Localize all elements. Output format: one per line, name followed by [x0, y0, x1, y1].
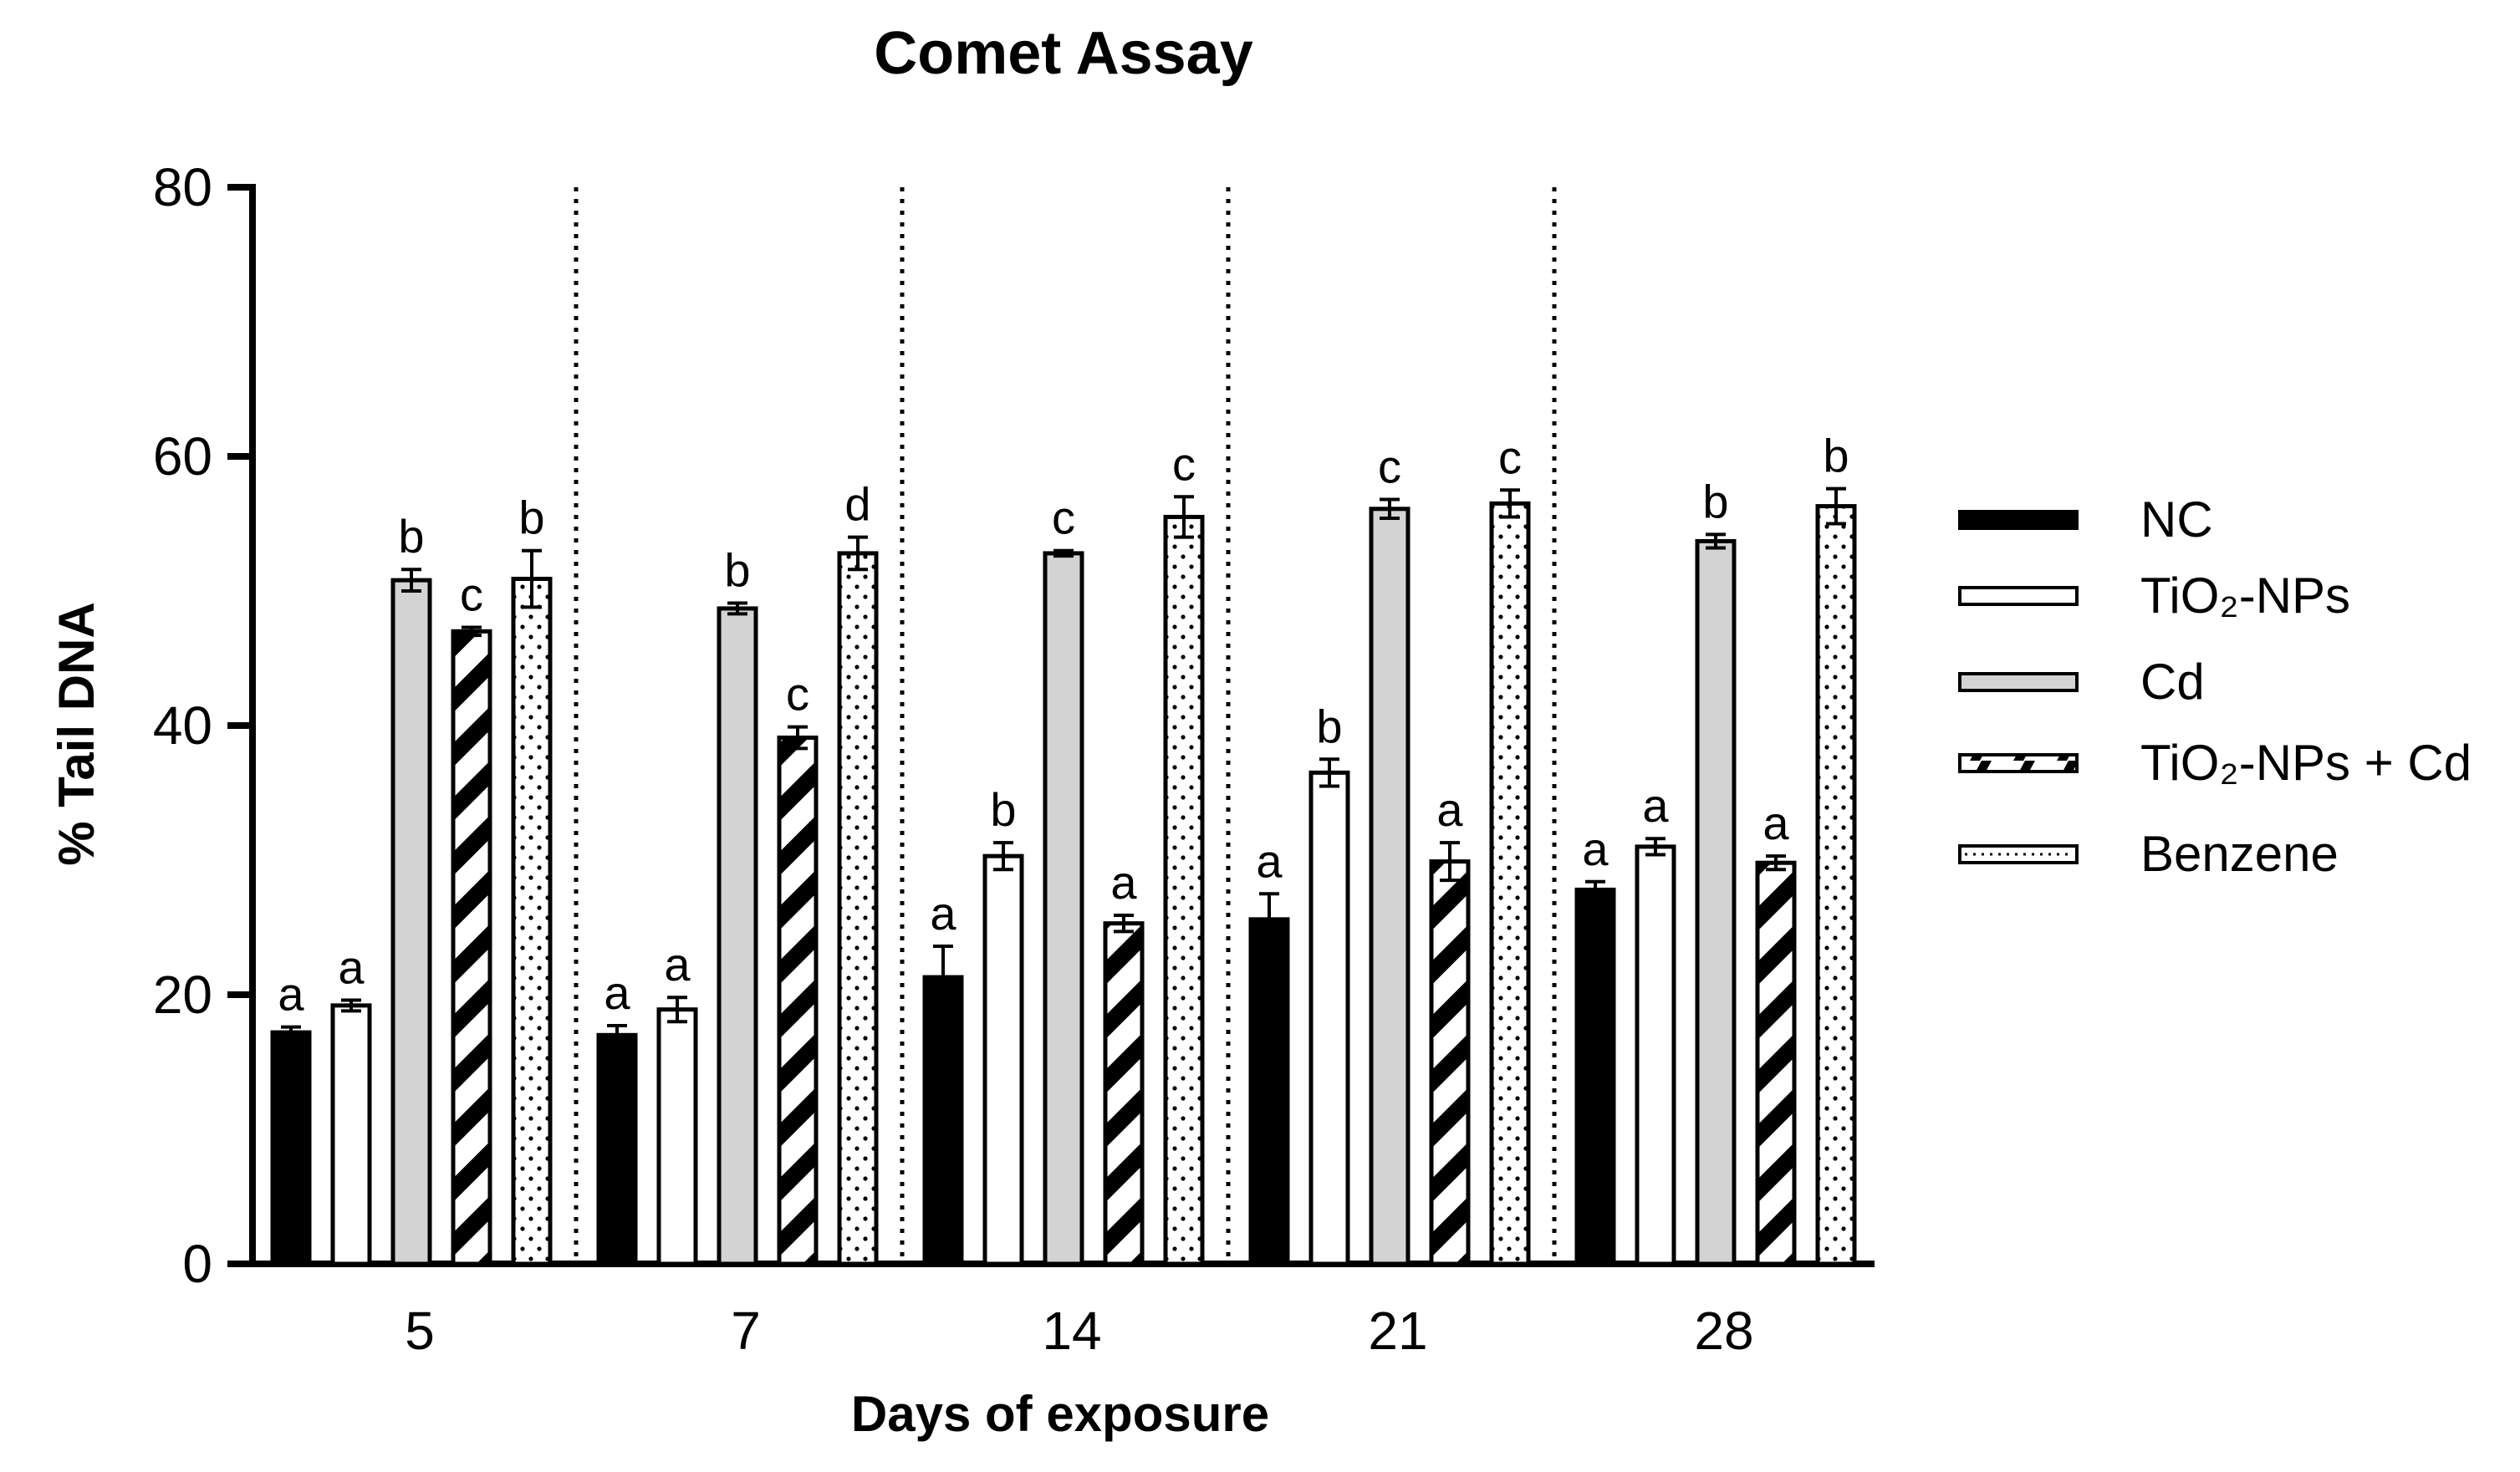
bar-s0-c0 [270, 1030, 312, 1266]
significance-label-s2-c0: b [398, 510, 424, 563]
x-tick-label-4: 28 [1694, 1301, 1753, 1361]
legend-swatch-1 [1958, 586, 2079, 606]
significance-label-s0-c2: a [930, 887, 956, 940]
bar-s0-c3 [1248, 917, 1290, 1266]
x-tick-label-3: 21 [1368, 1301, 1427, 1361]
legend: NC TiO₂-NPs Cd TiO₂-NPs + Cd Benzene [1958, 492, 2472, 882]
bar-s4-c1 [837, 551, 879, 1266]
bar-s1-c3 [1308, 770, 1350, 1266]
bar-s0-c1 [596, 1032, 638, 1266]
bar-s1-c2 [982, 853, 1024, 1266]
significance-label-s2-c3: c [1378, 441, 1401, 493]
bar-s4-c3 [1489, 501, 1531, 1266]
legend-label-4: Benzene [2140, 826, 2339, 882]
bar-s3-c2 [1103, 921, 1145, 1266]
significance-label-s1-c4: a [1642, 779, 1669, 832]
legend-label-1: TiO₂-NPs [2140, 568, 2350, 624]
significance-label-s1-c1: a [664, 938, 691, 991]
legend-label-0: NC [2140, 492, 2213, 548]
significance-label-s2-c2: c [1052, 492, 1075, 544]
significance-label-s0-c3: a [1256, 834, 1283, 887]
y-tick-label-3: 60 [153, 426, 212, 486]
bar-s1-c1 [656, 1007, 698, 1266]
bar-s1-c0 [330, 1003, 372, 1266]
legend-label-2: Cd [2140, 654, 2205, 710]
significance-label-s4-c2: c [1172, 437, 1196, 490]
significance-label-s1-c2: b [990, 783, 1016, 836]
y-tick-label-2: 40 [153, 695, 212, 756]
significance-label-s3-c3: a [1436, 783, 1463, 836]
significance-label-s4-c4: b [1823, 430, 1849, 482]
significance-label-s0-c1: a [604, 966, 630, 1019]
bar-s2-c2 [1043, 551, 1084, 1266]
significance-label-s0-c4: a [1582, 823, 1609, 875]
legend-swatch-3 [1958, 753, 2079, 773]
significance-label-s3-c1: c [786, 668, 809, 721]
significance-label-s3-c2: a [1110, 856, 1137, 909]
significance-label-s0-c0: a [278, 968, 304, 1021]
bar-s2-c4 [1695, 538, 1737, 1266]
y-axis-title: % Tail DNA [48, 602, 105, 866]
bar-s3-c3 [1429, 859, 1471, 1266]
significance-label-s1-c3: b [1316, 700, 1342, 752]
bar-s4-c2 [1163, 514, 1205, 1266]
significance-label-s4-c1: d [844, 478, 870, 531]
y-tick-label-1: 20 [153, 965, 212, 1025]
bar-s3-c0 [451, 629, 492, 1266]
x-tick-label-2: 14 [1042, 1301, 1101, 1361]
significance-label-s4-c0: b [518, 492, 544, 544]
plot-area: 020406080aabcb5aabcd7abcac14abcac21aabab… [153, 157, 1875, 1361]
significance-label-s2-c4: b [1702, 475, 1728, 527]
bar-s2-c1 [717, 606, 758, 1266]
bar-s2-c0 [390, 578, 432, 1266]
legend-swatch-2 [1958, 672, 2079, 692]
significance-label-s2-c1: b [724, 543, 750, 596]
x-axis-title: Days of exposure [851, 1386, 1269, 1442]
significance-label-s3-c4: a [1762, 797, 1789, 849]
x-tick-label-1: 7 [731, 1301, 761, 1361]
significance-label-s4-c3: c [1498, 430, 1522, 483]
x-tick-label-0: 5 [405, 1301, 435, 1361]
significance-label-s3-c0: c [460, 568, 483, 620]
bar-s4-c4 [1815, 504, 1857, 1266]
legend-swatch-4 [1958, 844, 2079, 864]
significance-label-s1-c0: a [338, 940, 365, 993]
bar-s1-c4 [1635, 844, 1676, 1266]
bar-s0-c4 [1574, 887, 1616, 1266]
bar-s3-c4 [1755, 860, 1797, 1266]
y-tick-label-0: 0 [182, 1234, 212, 1294]
bar-s2-c3 [1369, 507, 1410, 1266]
bar-s0-c2 [922, 975, 964, 1266]
bar-s4-c0 [511, 577, 553, 1266]
chart-title: Comet Assay [874, 20, 1253, 87]
bar-s3-c1 [777, 735, 819, 1266]
legend-label-3: TiO₂-NPs + Cd [2140, 735, 2472, 791]
y-tick-label-4: 80 [153, 157, 212, 217]
legend-swatch-0 [1958, 510, 2079, 530]
